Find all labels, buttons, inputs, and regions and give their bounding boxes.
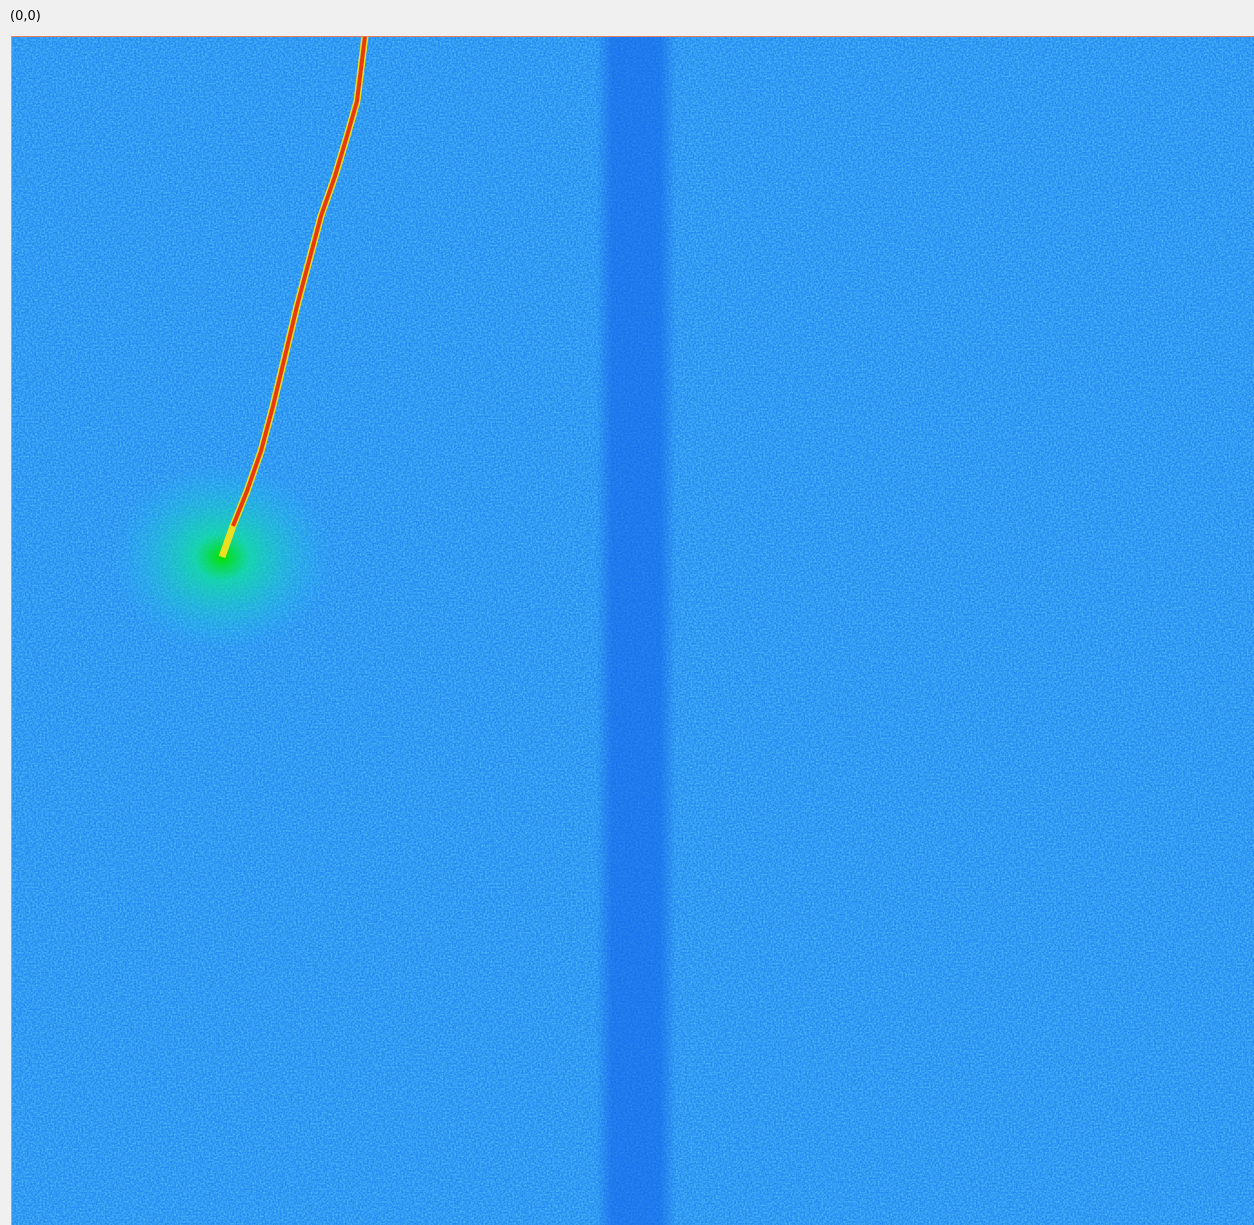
image-view[interactable] xyxy=(11,36,1254,1225)
status-bar: (0,0) xyxy=(0,0,1254,36)
trace-line xyxy=(231,36,367,527)
coordinate-label: (0,0) xyxy=(10,9,41,24)
dark-band xyxy=(596,36,676,1225)
